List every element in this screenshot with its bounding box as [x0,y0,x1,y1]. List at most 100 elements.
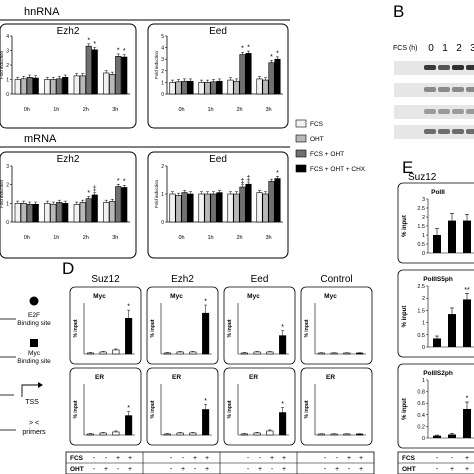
bar [253,351,261,355]
y-axis-label: % input [227,319,233,337]
y-tick-label: 2 [161,164,164,170]
table-cell: + [450,466,454,473]
blot-band [424,65,436,70]
chart-frame [69,286,142,365]
table-cell: + [128,455,132,462]
y-tick-label: 2.5 [417,206,425,212]
y-axis-label: % input [402,215,408,237]
y-axis-label: % input [150,400,156,418]
bar [268,62,275,95]
tss-arrow-icon [21,384,38,397]
x-tick-label: 3h [265,107,271,113]
bar [62,77,69,95]
bar [262,193,269,223]
bar [62,203,69,223]
chart-subtitle: ER [326,374,335,381]
legend-swatch [295,164,307,173]
y-tick-label: 3 [6,164,9,170]
y-tick-label: 0 [422,345,425,351]
bar [245,53,252,95]
y-tick-label: 1 [422,378,425,384]
chart-subtitle: Myc [170,293,183,300]
bar [56,202,63,223]
bar [121,187,128,223]
bar [463,220,471,253]
bar [73,203,80,223]
bar [202,409,210,436]
chart-title: Suz12 [408,172,437,183]
table-cell: + [359,466,363,473]
x-tick-label: 2h [83,107,89,113]
treatment-tables: FCS - - + + - - + + - - + + - - + + OHT - + - + - + - + - + - + - + - + FC… [65,451,474,474]
bar [279,335,287,355]
bar [433,435,441,438]
bar [463,409,471,438]
chart-subtitle: Myc [324,293,337,300]
chart-frame [0,23,137,129]
y-tick-label: 0 [422,436,425,442]
chart-frame [397,182,474,264]
y-tick-label: 2 [422,296,425,302]
table-cell: - [259,455,262,462]
y-axis-label: % input [402,398,408,420]
chart-title: Ezh2 [57,26,80,37]
table-cell: + [465,466,469,473]
x-tick-label: 1h [53,235,59,241]
bar [50,79,57,95]
significance-mark: * [270,54,273,61]
y-tick-label: 2 [161,69,164,75]
y-tick-label: 1.5 [417,308,425,314]
bar [343,352,351,355]
table-cell: + [128,466,132,473]
chart-subtitle: ER [95,374,104,381]
bar [187,193,194,223]
chart-title: Suz12 [91,274,120,285]
bar [330,433,338,436]
significance-mark: * [281,401,284,408]
bar [125,415,133,436]
y-tick-label: 1 [6,78,9,84]
chart-subtitle: Myc [247,293,260,300]
significance-mark: * [123,48,126,55]
bar [240,433,248,436]
y-tick-label: 4 [6,34,9,40]
table-cell: - [182,455,185,462]
panel-b-letter: B [393,2,404,21]
chart-subtitle: Myc [93,293,106,300]
bar [233,193,240,223]
bar [26,77,33,95]
chart-d-ezh2-er: ER % input * [146,367,219,446]
bar [274,178,281,223]
significance-mark: * [247,45,250,52]
chart-d-ezh2-myc: Ezh2 Myc % input * [146,274,219,365]
chart-d-control-er: ER % input [300,367,373,446]
bar [103,72,110,95]
y-tick-label: 3 [161,57,164,63]
section-hnrna-label: hnRNA [24,6,60,18]
x-tick-label: 0h [24,107,30,113]
x-tick-label: 1h [207,107,213,113]
bar [433,338,441,347]
bar [20,203,27,223]
bar [240,352,248,355]
chart-frame [223,286,296,365]
chart-d-control-myc: Control Myc % input [300,274,373,365]
tss-arrowhead [38,382,43,388]
bar [463,299,471,347]
chart-frame [147,151,289,259]
table-cell: - [436,466,439,473]
blot-band [452,65,464,70]
y-tick-label: 0.4 [417,413,425,419]
table-cell: - [93,466,96,473]
bar [169,82,176,95]
bar [245,183,252,223]
bar [103,202,110,223]
bar [356,433,364,436]
y-axis-label: % input [227,400,233,418]
blot-fcs-label: FCS (h) [393,45,418,52]
blot-band [438,109,450,114]
significance-mark: ‡ [93,186,97,193]
